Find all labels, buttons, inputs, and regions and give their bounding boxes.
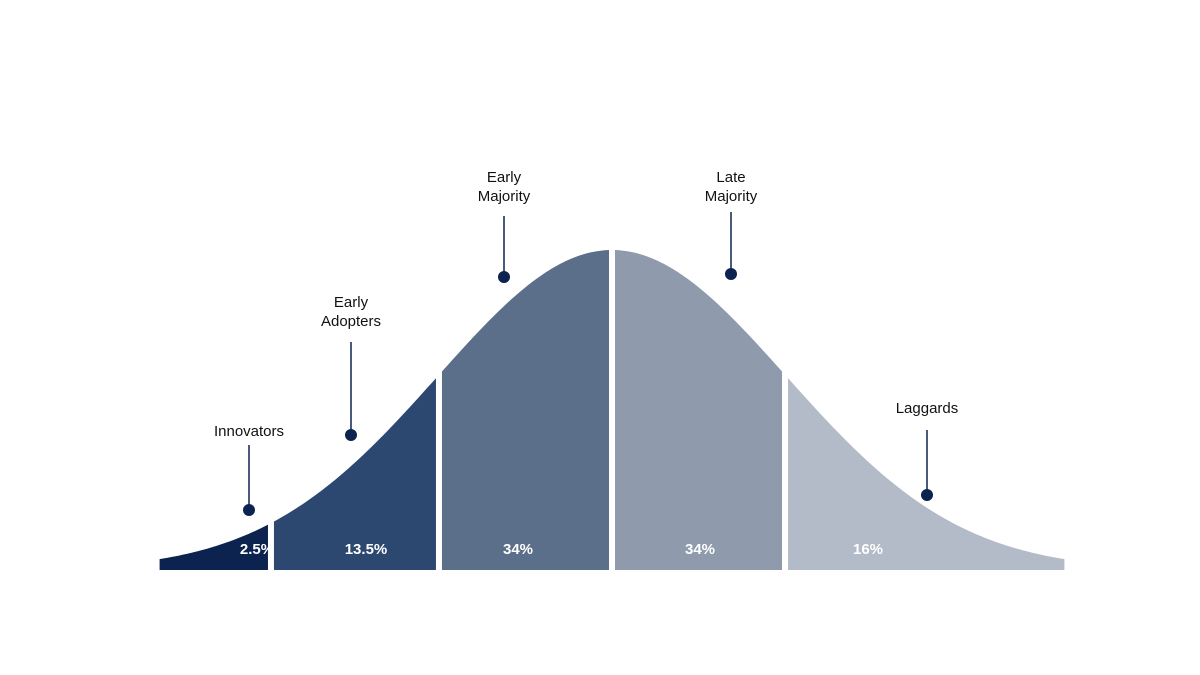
segment: [612, 250, 786, 570]
segment-label: Innovators: [213, 423, 285, 440]
segment: [159, 523, 271, 570]
value-label: 34%: [503, 541, 533, 558]
value-label: 2.5%: [240, 541, 274, 558]
segment-label: Late Majority: [704, 169, 758, 205]
value-label: 34%: [685, 541, 715, 558]
segment: [438, 250, 612, 570]
pointer-dot: [921, 489, 933, 501]
segment-label: Early Majority: [477, 169, 531, 205]
value-label: 16%: [853, 541, 883, 558]
segment-label: Laggards: [895, 400, 959, 417]
pointer-dot: [498, 271, 510, 283]
segment: [785, 374, 1065, 570]
pointer-dot: [725, 268, 737, 280]
pointer-dot: [345, 429, 357, 441]
segment: [270, 374, 439, 570]
value-label: 13.5%: [345, 541, 388, 558]
segment-label: Early Adopters: [320, 294, 382, 330]
pointer-dot: [243, 504, 255, 516]
